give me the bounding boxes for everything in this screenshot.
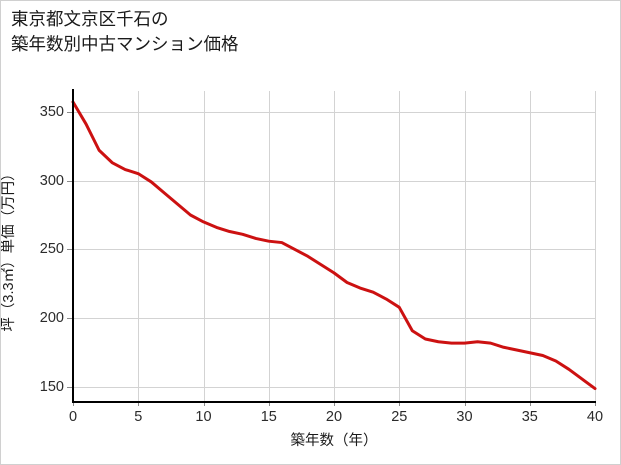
gridline-vertical xyxy=(464,91,466,401)
x-tick-mark xyxy=(595,401,596,406)
x-tick-mark xyxy=(399,401,401,406)
x-axis-line xyxy=(72,401,596,403)
x-tick-mark xyxy=(464,401,466,406)
x-tick-mark xyxy=(268,401,270,406)
gridline-vertical xyxy=(399,91,401,401)
x-tick-label: 30 xyxy=(456,409,473,425)
y-tick-mark xyxy=(67,318,73,320)
gridline-vertical xyxy=(138,91,140,401)
y-tick-mark xyxy=(67,249,73,251)
x-tick-mark xyxy=(138,401,140,406)
x-axis-label: 築年数（年） xyxy=(290,433,378,449)
page-title: 東京都文京区千石の 築年数別中古マンション価格 xyxy=(11,9,239,55)
x-tick-label: 25 xyxy=(391,409,408,425)
x-tick-label: 15 xyxy=(260,409,277,425)
gridline-vertical xyxy=(529,91,531,401)
x-tick-label: 10 xyxy=(195,409,212,425)
x-tick-mark xyxy=(203,401,205,406)
gridline-vertical xyxy=(203,91,205,401)
line-series-path xyxy=(71,100,597,391)
y-axis-line xyxy=(72,89,74,403)
y-tick-label: 200 xyxy=(39,310,64,327)
x-tick-label: 0 xyxy=(68,409,78,425)
line-series-svg xyxy=(71,100,597,391)
x-tick-mark xyxy=(334,401,335,406)
plot-area: 150 200 250 300 350 0 5 10 15 20 25 30 35 40 xyxy=(40,91,603,425)
x-tick-mark xyxy=(73,401,74,406)
y-tick-mark xyxy=(67,387,73,389)
x-tick-label: 20 xyxy=(325,409,343,425)
y-tick-mark xyxy=(67,111,73,113)
y-axis-label: 坪（3.3㎡）単価（万円） xyxy=(1,166,17,332)
gridline-vertical xyxy=(595,91,596,401)
x-tick-mark xyxy=(529,401,531,406)
x-tick-label: 40 xyxy=(586,409,604,425)
gridline-vertical xyxy=(268,91,270,401)
y-tick-label: 300 xyxy=(39,172,64,189)
x-tick-label: 5 xyxy=(134,409,143,425)
y-tick-label: 250 xyxy=(39,241,64,258)
gridline-vertical xyxy=(334,91,335,401)
x-tick-label: 35 xyxy=(521,409,538,425)
y-tick-label: 150 xyxy=(39,379,64,396)
y-tick-label: 350 xyxy=(39,103,64,120)
y-tick-mark xyxy=(67,180,73,182)
